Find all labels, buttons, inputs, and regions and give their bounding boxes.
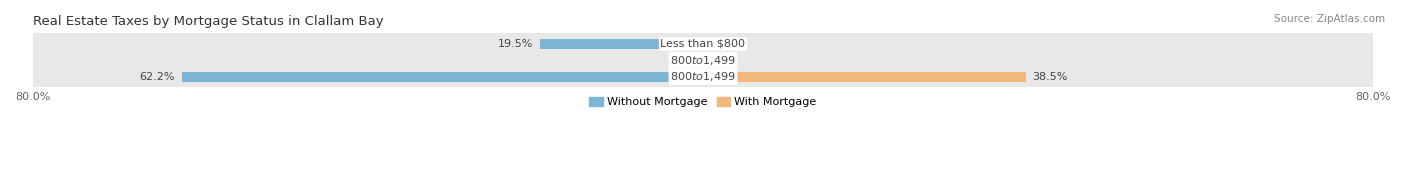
FancyBboxPatch shape [32,49,1374,72]
Text: 0.0%: 0.0% [668,55,696,65]
Text: 0.0%: 0.0% [710,39,738,49]
Text: Source: ZipAtlas.com: Source: ZipAtlas.com [1274,14,1385,24]
Text: 38.5%: 38.5% [1032,72,1067,82]
Text: Real Estate Taxes by Mortgage Status in Clallam Bay: Real Estate Taxes by Mortgage Status in … [32,15,384,28]
Bar [181,72,703,82]
Bar [703,72,1025,82]
Bar [540,39,703,49]
Text: 0.0%: 0.0% [710,55,738,65]
Text: 62.2%: 62.2% [139,72,176,82]
FancyBboxPatch shape [32,65,1374,88]
Text: Less than $800: Less than $800 [661,39,745,49]
Text: $800 to $1,499: $800 to $1,499 [671,70,735,83]
Text: 19.5%: 19.5% [498,39,533,49]
FancyBboxPatch shape [32,32,1374,56]
Text: $800 to $1,499: $800 to $1,499 [671,54,735,67]
Legend: Without Mortgage, With Mortgage: Without Mortgage, With Mortgage [585,92,821,112]
